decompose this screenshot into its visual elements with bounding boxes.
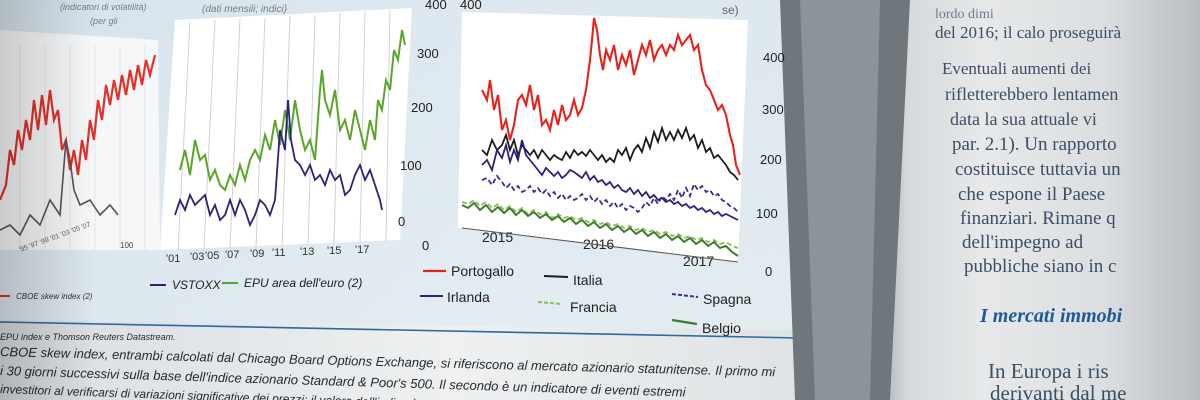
- rp-line-5: data la sua attuale vi: [950, 109, 1097, 129]
- rp-line-9: finanziari. Rimane q: [960, 208, 1116, 229]
- rp-line-1: lordo dimi: [935, 7, 994, 22]
- series-francia: [461, 198, 739, 249]
- mid-ytick-200: 200: [411, 100, 433, 115]
- top-note-3: (dati mensili; indici): [202, 4, 287, 15]
- mid-xtick: '15: [327, 245, 341, 257]
- chart-vstoxx-epu: 0 100 200 300 400 '01 '03 '05 '07 '09 '1…: [150, 0, 447, 292]
- panel-right-white: [458, 12, 748, 262]
- legend-portogallo: Portogallo: [451, 263, 514, 279]
- series-irlanda: [481, 139, 739, 221]
- series-cboe-black: [0, 139, 119, 237]
- right-ytick-400: 400: [763, 50, 785, 65]
- rp-line-10: dell'impegno ad: [962, 232, 1084, 253]
- legend-irlanda: Irlanda: [447, 289, 490, 305]
- series-epu-green: [179, 29, 406, 192]
- right-ytick-left-0: 0: [422, 238, 429, 253]
- legend-italia: Italia: [573, 272, 603, 288]
- series-portogallo: [481, 17, 741, 176]
- series-vstoxx-blue: [174, 99, 383, 228]
- right-ytick-100: 100: [756, 206, 778, 221]
- rp-line-4: rifletterebbero lentamen: [945, 84, 1118, 104]
- chart-spreads: 0 2015 2016 2017 0 100 200 300 400 Porto…: [420, 17, 785, 336]
- xtick-2017: 2017: [683, 253, 714, 269]
- legend-vstoxx: VSTOXX: [172, 278, 221, 292]
- mid-xtick: '05: [205, 250, 219, 262]
- top-note-2: (per gli: [90, 16, 119, 26]
- series-belgio: [461, 201, 739, 257]
- xtick-2016: 2016: [583, 236, 614, 252]
- series-cboe-red: [0, 54, 157, 201]
- svg-text:100: 100: [120, 241, 134, 250]
- legend-epu: EPU area dell'euro (2): [244, 276, 362, 290]
- series-spagna: [481, 174, 739, 214]
- top-note-1: (indicatori di volatilità): [60, 2, 147, 12]
- top-closing: se): [722, 3, 739, 17]
- right-ytick-0: 0: [765, 264, 772, 279]
- legend-francia: Francia: [570, 299, 617, 315]
- mid-top-scale: 400: [460, 0, 482, 12]
- mid-ytick-400: 400: [425, 0, 447, 12]
- legend-spagna: Spagna: [703, 291, 751, 307]
- right-ytick-300: 300: [762, 102, 784, 117]
- mid-xtick: '13: [300, 246, 314, 258]
- rp-line-7: costituisce tuttavia un: [955, 159, 1121, 180]
- mid-xtick: '01: [166, 253, 180, 265]
- rp-line-6: par. 2.1). Un rapporto: [952, 134, 1117, 155]
- rp-line-8: che espone il Paese: [958, 184, 1105, 205]
- rp-line-3: Eventuali aumenti dei: [942, 59, 1091, 78]
- rp-line-2: del 2016; il calo proseguirà: [935, 23, 1121, 42]
- mid-xtick: '07: [225, 249, 239, 261]
- right-page: [890, 0, 1200, 400]
- mid-xtick: '03: [190, 251, 204, 263]
- legend-belgio: Belgio: [702, 320, 741, 336]
- rp-heading: I mercati immobi: [979, 305, 1123, 327]
- mid-xtick: '09: [250, 248, 264, 260]
- mid-ytick-300: 300: [417, 46, 439, 61]
- legend-cboe: CBOE skew index (2): [16, 292, 93, 301]
- rp-line-11: pubbliche siano in c: [964, 256, 1117, 277]
- mid-ytick-0: 0: [398, 214, 405, 229]
- mid-xtick: '11: [272, 247, 286, 259]
- mid-ytick-100: 100: [400, 158, 422, 173]
- rp-para-1: In Europa i ris: [988, 359, 1109, 383]
- series-italia: [481, 124, 739, 181]
- mid-xtick: '17: [355, 244, 369, 256]
- caption-line-1: EPU index e Thomson Reuters Datastream.: [0, 332, 176, 342]
- rp-para-2: derivanti dal me: [990, 381, 1126, 400]
- right-ytick-200: 200: [760, 152, 782, 167]
